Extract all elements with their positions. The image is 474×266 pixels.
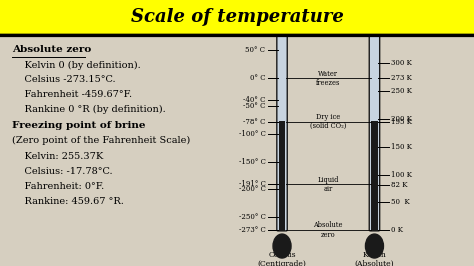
Ellipse shape [273, 234, 291, 258]
Text: Dry ice
(solid CO₂): Dry ice (solid CO₂) [310, 113, 346, 130]
Text: Water
boils: Water boils [318, 14, 338, 31]
Text: 195 K: 195 K [391, 118, 412, 126]
Text: Absolute zero: Absolute zero [12, 45, 91, 54]
Text: -50° C: -50° C [243, 102, 265, 110]
Text: Water
freezes: Water freezes [316, 70, 340, 87]
Text: 400 K: 400 K [391, 4, 412, 12]
Text: Liquid
air: Liquid air [318, 176, 339, 193]
Bar [371, 121, 378, 231]
Text: Freezing point of brine: Freezing point of brine [12, 121, 146, 130]
Text: Rankine: 459.67 °R.: Rankine: 459.67 °R. [12, 197, 124, 206]
Bar [279, 121, 285, 231]
Text: 300 K: 300 K [391, 59, 412, 67]
Text: 373 K: 373 K [391, 19, 412, 27]
Text: -273° C: -273° C [239, 226, 265, 234]
FancyBboxPatch shape [277, 22, 287, 231]
Text: Fahrenheit -459.67°F.: Fahrenheit -459.67°F. [12, 90, 132, 99]
Text: 82 K: 82 K [391, 181, 408, 189]
Text: -100° C: -100° C [238, 130, 265, 138]
Text: Scale of temperature: Scale of temperature [130, 8, 344, 26]
Text: 100 K: 100 K [391, 171, 412, 178]
Text: -250° C: -250° C [238, 213, 265, 221]
Text: Kelvin: 255.37K: Kelvin: 255.37K [12, 152, 103, 161]
Text: Kelvin
(Absolute): Kelvin (Absolute) [355, 251, 394, 266]
FancyBboxPatch shape [369, 22, 380, 231]
Text: 50  K: 50 K [391, 198, 410, 206]
Text: 250 K: 250 K [391, 87, 412, 95]
Text: -78° C: -78° C [243, 118, 265, 126]
Text: Kelvin 0 (by definition).: Kelvin 0 (by definition). [12, 61, 141, 70]
Text: (Zero point of the Fahrenheit Scale): (Zero point of the Fahrenheit Scale) [12, 136, 190, 145]
Ellipse shape [365, 234, 383, 258]
Text: Celsius -273.15°C.: Celsius -273.15°C. [12, 75, 116, 84]
Text: 200 K: 200 K [391, 115, 412, 123]
Text: Fahrenheit: 0°F.: Fahrenheit: 0°F. [12, 182, 104, 191]
Text: Celsius: -17.78°C.: Celsius: -17.78°C. [12, 167, 112, 176]
Text: 50° C: 50° C [246, 47, 265, 55]
Text: -40° C: -40° C [243, 97, 265, 105]
Text: 350 K: 350 K [391, 31, 412, 39]
Text: 273 K: 273 K [391, 74, 412, 82]
Text: 150 K: 150 K [391, 143, 412, 151]
Text: Celsius
(Centigrade): Celsius (Centigrade) [257, 251, 307, 266]
Text: Absolute
zero: Absolute zero [313, 222, 343, 239]
Text: -150° C: -150° C [238, 158, 265, 166]
Text: 0° C: 0° C [250, 74, 265, 82]
Text: -200° C: -200° C [238, 185, 265, 193]
FancyBboxPatch shape [0, 0, 474, 35]
Text: -191° C: -191° C [238, 180, 265, 189]
Text: Rankine 0 °R (by definition).: Rankine 0 °R (by definition). [12, 105, 165, 114]
Text: 100° C: 100° C [241, 19, 265, 27]
Text: 0 K: 0 K [391, 226, 403, 234]
